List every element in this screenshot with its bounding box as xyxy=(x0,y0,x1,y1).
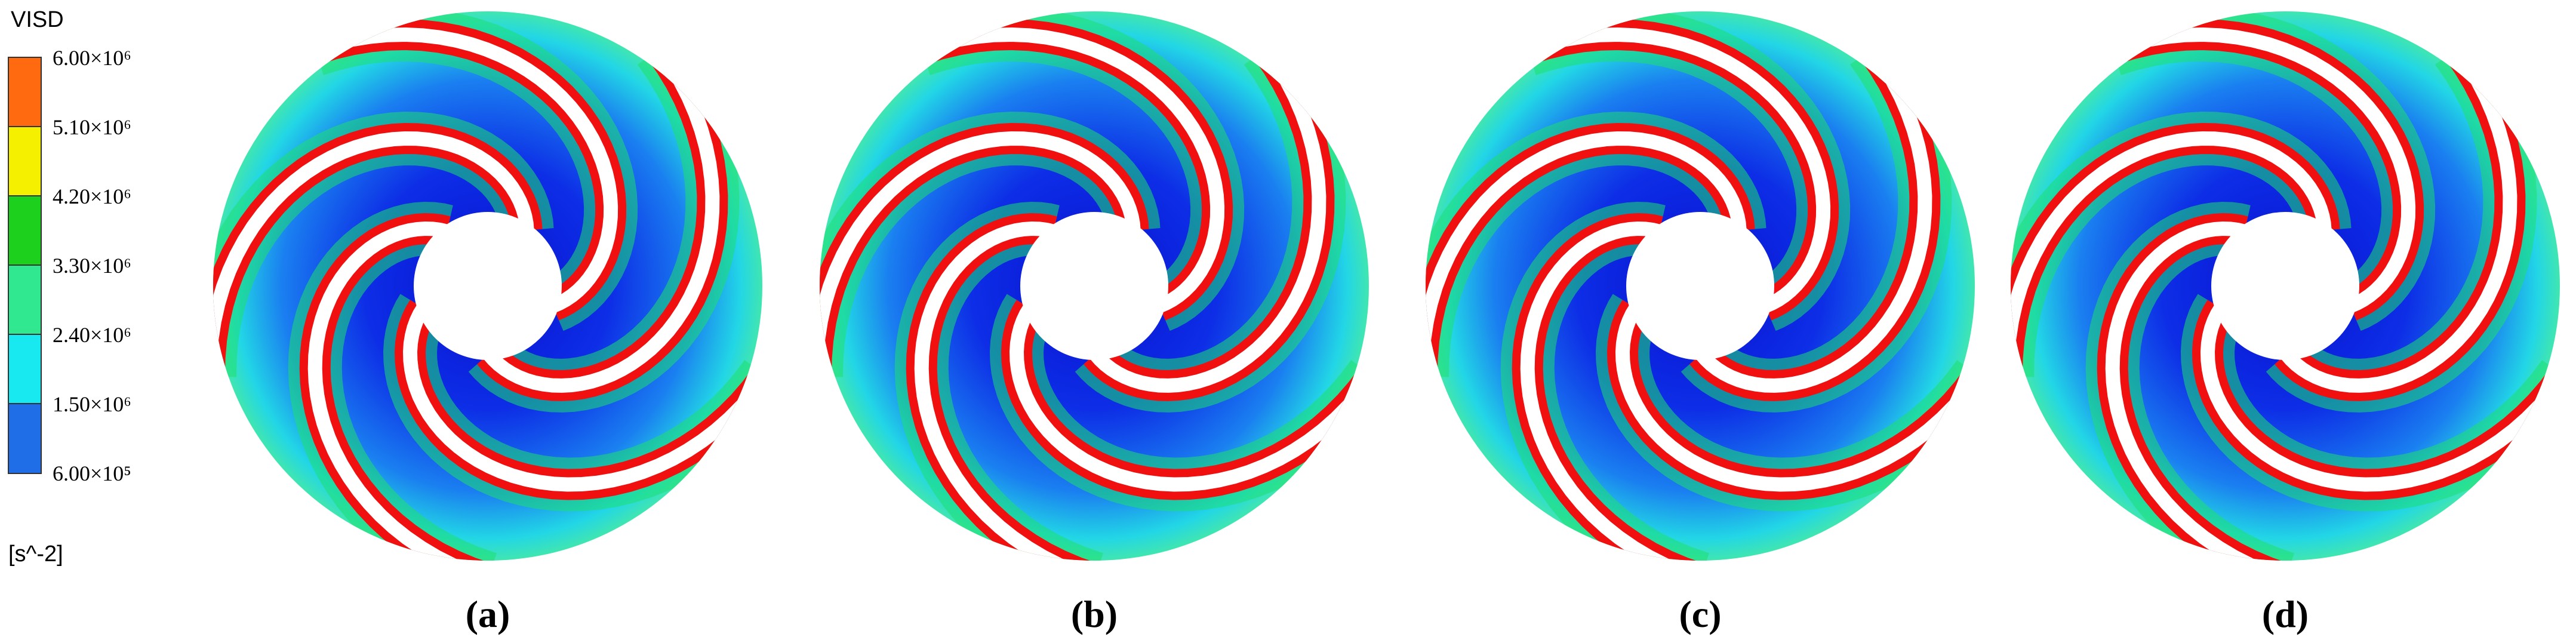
legend-label: 4.20×10⁶ xyxy=(53,184,131,208)
legend-label: 1.50×10⁶ xyxy=(53,392,131,416)
blade xyxy=(213,131,534,377)
blade xyxy=(1695,45,1932,393)
legend-label: 5.10×10⁶ xyxy=(53,115,131,139)
panel-label: (d) xyxy=(2262,593,2309,635)
legend: VISD 6.00×10⁶ 5.10×10⁶ 4.20×10⁶ 3.30×10⁶ 2.4… xyxy=(8,7,131,567)
blade xyxy=(2280,45,2517,393)
hub xyxy=(2211,212,2359,360)
blade xyxy=(1090,45,1327,393)
blades xyxy=(2011,11,2560,561)
blade xyxy=(483,45,720,393)
blade xyxy=(402,304,762,492)
blade xyxy=(2111,27,2416,313)
blade xyxy=(820,131,1141,377)
blade xyxy=(1520,221,1703,561)
legend-title: VISD xyxy=(11,7,64,32)
blade xyxy=(2105,221,2288,561)
legend-label: 3.30×10⁶ xyxy=(53,254,131,278)
impeller-contour xyxy=(2011,11,2560,561)
impeller-contour xyxy=(1426,11,1975,561)
legend-unit: [s^-2] xyxy=(8,542,63,567)
blade xyxy=(307,221,491,561)
hub xyxy=(1020,212,1168,360)
legend-label: 6.00×10⁵ xyxy=(53,462,131,485)
blade xyxy=(2200,304,2560,492)
panel-label: (a) xyxy=(466,593,510,635)
blade xyxy=(2011,131,2332,377)
blade xyxy=(1526,27,1831,313)
blades xyxy=(820,11,1369,561)
blade xyxy=(313,27,618,313)
colorbar xyxy=(8,57,42,474)
blade xyxy=(1426,131,1747,377)
blade xyxy=(914,221,1097,561)
blade xyxy=(1009,304,1369,492)
blades xyxy=(1426,11,1975,561)
hub xyxy=(414,212,562,360)
panel-label: (c) xyxy=(1679,593,1721,635)
legend-label: 2.40×10⁶ xyxy=(53,323,131,347)
panel-label: (b) xyxy=(1071,593,1118,635)
blade xyxy=(1615,304,1975,492)
blade xyxy=(920,27,1225,313)
blades xyxy=(213,11,762,561)
hub xyxy=(1626,212,1774,360)
legend-label: 6.00×10⁶ xyxy=(53,46,131,70)
impeller-contour xyxy=(820,11,1369,561)
impeller-contour xyxy=(213,11,762,561)
